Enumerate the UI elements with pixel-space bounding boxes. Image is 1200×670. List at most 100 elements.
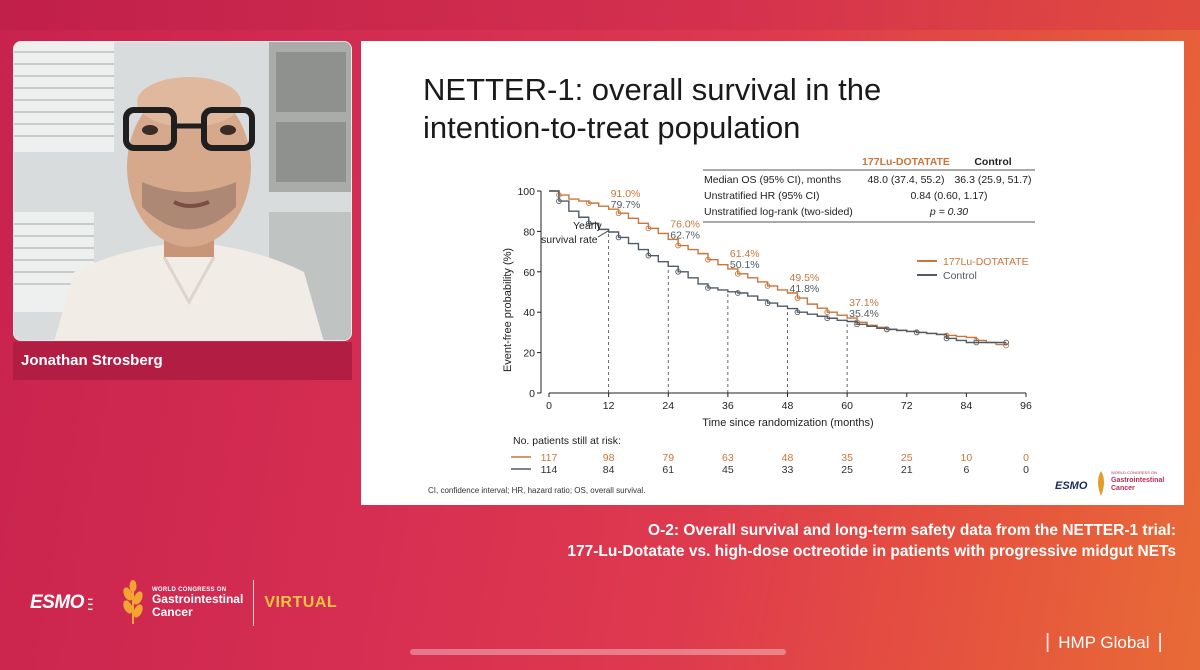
censor-mark-control <box>794 309 801 316</box>
x-tick-label: 0 <box>546 400 552 412</box>
x-tick-label: 12 <box>603 400 615 412</box>
y-tick-label: 40 <box>523 307 535 319</box>
yearly-label-lu: 49.5% <box>790 272 820 284</box>
censor-mark-lu <box>824 309 831 316</box>
censor-mark-control <box>884 326 890 333</box>
top-banner-strip <box>0 0 1200 30</box>
censor-mark-control <box>615 234 622 241</box>
caption-line-2: 177-Lu-Dotatate vs. high-dose octreotide… <box>567 543 1176 560</box>
censor-mark-control <box>913 329 920 336</box>
hmp-text: HMP Global <box>1058 632 1150 652</box>
yearly-label-lu: 61.4% <box>730 248 760 260</box>
risk-value-control: 21 <box>901 464 913 476</box>
censor-mark-control <box>705 285 711 291</box>
yearly-label-control: 41.8% <box>790 283 820 295</box>
session-caption: O-2: Overall survival and long-term safe… <box>567 520 1176 562</box>
risk-value-lu: 63 <box>722 452 734 464</box>
speaker-video-image <box>14 42 351 340</box>
risk-value-control: 0 <box>1023 464 1029 476</box>
speaker-video <box>13 41 352 341</box>
x-tick-label: 48 <box>782 400 794 412</box>
brand-divider <box>253 580 255 626</box>
risk-value-control: 25 <box>841 464 853 476</box>
yearly-label-lu: 37.1% <box>849 297 879 309</box>
risk-value-lu: 35 <box>841 452 853 464</box>
annotation-yearly-line1: Yearly <box>573 220 603 232</box>
presentation-slide: NETTER-1: overall survival in the intent… <box>361 41 1184 505</box>
congress-big-text-2: Cancer <box>151 605 193 619</box>
legend-label-lu: 177Lu-DOTATATE <box>943 256 1029 268</box>
risk-value-lu: 0 <box>1023 452 1029 464</box>
risk-value-lu: 79 <box>662 452 674 464</box>
risk-table-title: No. patients still at risk: <box>513 435 621 447</box>
risk-value-control: 33 <box>782 464 794 476</box>
risk-value-lu: 117 <box>541 452 558 464</box>
censor-mark-control <box>734 290 741 296</box>
yearly-label-control: 35.4% <box>849 308 879 320</box>
y-tick-label: 60 <box>523 267 535 279</box>
survival-chart: 177Lu-DOTATATE Control Median OS (95% CI… <box>428 156 1164 496</box>
esmo-logo: ESMO <box>30 592 84 613</box>
risk-value-lu: 48 <box>782 452 794 464</box>
svg-text:Gastrointestinal: Gastrointestinal <box>1111 477 1164 484</box>
svg-text:WORLD CONGRESS ON: WORLD CONGRESS ON <box>1111 470 1157 475</box>
risk-value-control: 45 <box>722 464 734 476</box>
chart-series <box>549 190 1009 349</box>
series-line-control <box>549 190 1007 344</box>
y-tick-label: 100 <box>517 186 535 198</box>
censor-mark-lu <box>585 200 592 206</box>
censor-mark-lu <box>615 210 622 217</box>
congress-small-text: WORLD CONGRESS ON <box>151 587 227 593</box>
censor-mark-control <box>556 198 562 204</box>
risk-value-lu: 10 <box>961 452 973 464</box>
table-header-lu: 177Lu-DOTATATE <box>862 156 950 168</box>
censor-mark-control <box>585 220 592 227</box>
yearly-label-control: 79.7% <box>611 199 641 211</box>
yearly-label-lu: 91.0% <box>611 188 641 200</box>
table-cell: 48.0 (37.4, 55.2) <box>867 174 944 186</box>
table-cell: p = 0.30 <box>929 206 968 218</box>
x-tick-label: 84 <box>961 400 973 412</box>
censor-mark-lu <box>705 256 711 263</box>
table-cell: 36.3 (25.9, 51.7) <box>954 174 1031 186</box>
risk-value-control: 61 <box>662 464 674 476</box>
censor-mark-control <box>764 300 771 306</box>
stats-table: 177Lu-DOTATATE Control Median OS (95% CI… <box>703 156 1035 223</box>
x-tick-label: 36 <box>722 400 734 412</box>
censor-mark-control <box>1003 339 1009 346</box>
x-tick-label: 72 <box>901 400 913 412</box>
table-header-control: Control <box>974 156 1011 168</box>
x-tick-label: 96 <box>1020 400 1032 412</box>
yearly-label-lu: 76.0% <box>670 218 700 230</box>
congress-title: WORLD CONGRESS ON Gastrointestinal Cance… <box>152 587 243 619</box>
y-tick-label: 20 <box>523 348 535 360</box>
hmp-global-logo: | HMP Global | <box>1045 631 1163 654</box>
congress-big-text-1: Gastrointestinal <box>151 592 244 606</box>
speaker-name-label: Jonathan Strosberg <box>13 342 352 380</box>
censor-mark-lu <box>645 225 652 232</box>
x-axis-label: Time since randomization (months) <box>702 417 873 429</box>
slide-title: NETTER-1: overall survival in the intent… <box>423 72 882 145</box>
table-row-label: Median OS (95% CI), months <box>704 174 841 186</box>
esmo-tagline-icon: ▬ ▬ ▬ <box>87 595 93 611</box>
wheat-icon <box>123 580 143 624</box>
censor-mark-control <box>943 335 950 342</box>
censor-mark-control <box>824 315 831 322</box>
censor-mark-control <box>854 321 860 328</box>
y-tick-label: 80 <box>523 226 535 238</box>
y-axis-label: Event-free probability (%) <box>502 248 514 372</box>
home-indicator-bar[interactable] <box>410 649 786 655</box>
annotation-yearly: survival rate <box>541 234 598 246</box>
risk-value-control: 114 <box>541 464 558 476</box>
yearly-guides <box>608 232 848 393</box>
censor-mark-lu <box>734 270 741 277</box>
svg-text:ESMO: ESMO <box>1055 480 1088 492</box>
bracket-icon: | <box>1045 631 1051 653</box>
censor-mark-control <box>973 339 980 346</box>
yearly-label-control: 62.7% <box>670 229 700 241</box>
table-row-label: Unstratified HR (95% CI) <box>704 190 820 202</box>
risk-value-lu: 98 <box>603 452 615 464</box>
censor-mark-control <box>675 268 682 275</box>
chart-legend: 177Lu-DOTATATE Control <box>917 256 1029 282</box>
